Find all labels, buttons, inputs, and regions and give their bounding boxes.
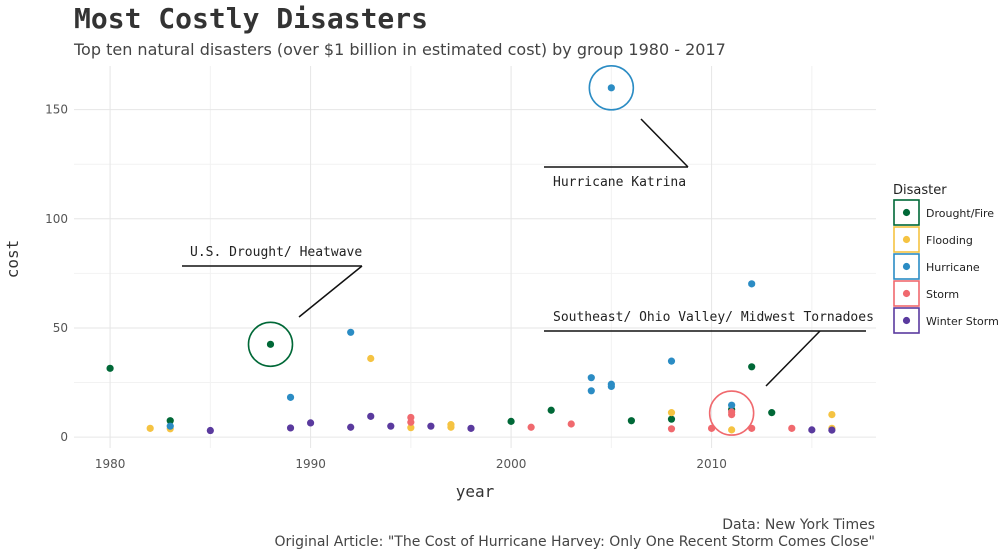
data-point xyxy=(607,382,615,391)
data-point xyxy=(387,422,395,430)
legend-key-dot xyxy=(902,289,911,298)
data-point xyxy=(748,280,756,288)
data-point xyxy=(728,401,736,409)
legend-label: Hurricane xyxy=(926,261,980,274)
x-tick-label: 1980 xyxy=(95,457,126,471)
data-point xyxy=(587,387,595,395)
annotation-leader-line xyxy=(765,330,821,387)
x-tick-label: 2000 xyxy=(496,457,527,471)
x-axis-title: year xyxy=(456,482,495,501)
data-point xyxy=(828,426,836,434)
data-point xyxy=(728,408,736,416)
y-tick-label: 100 xyxy=(45,212,68,226)
data-point xyxy=(667,425,676,433)
data-point xyxy=(748,363,756,371)
data-point xyxy=(507,417,515,425)
y-axis-title: cost xyxy=(3,240,22,279)
data-point xyxy=(808,426,816,434)
data-point xyxy=(667,409,676,417)
data-point xyxy=(607,84,615,92)
annotation-highlight-circle xyxy=(708,390,755,436)
legend-label: Flooding xyxy=(926,234,973,247)
data-point xyxy=(146,424,154,432)
data-points xyxy=(106,84,836,435)
x-tick-label: 1990 xyxy=(295,457,326,471)
data-point xyxy=(347,328,355,336)
data-point xyxy=(728,426,736,434)
data-point xyxy=(447,421,455,429)
legend-label: Drought/Fire xyxy=(926,207,994,220)
legend-key-dot xyxy=(902,235,911,244)
data-point xyxy=(707,424,716,432)
annotations: Hurricane Katrina U.S. Drought/ Heatwave S… xyxy=(182,65,874,436)
grid-lines xyxy=(74,66,876,448)
data-point xyxy=(427,422,435,430)
data-point xyxy=(106,364,114,372)
chart-title: Most Costly Disasters xyxy=(74,2,429,35)
annotation-label: Hurricane Katrina xyxy=(553,175,686,190)
annotation-label: U.S. Drought/ Heatwave xyxy=(190,245,362,260)
legend-label: Storm xyxy=(926,288,959,301)
data-point xyxy=(407,424,415,432)
annotation-leader-line xyxy=(640,118,689,168)
data-point xyxy=(306,419,315,427)
y-tick-label: 150 xyxy=(45,103,68,117)
legend: Disaster Drought/Fire Flooding Hurricane Sto… xyxy=(893,183,999,334)
legend-key-dot xyxy=(902,262,911,271)
data-point xyxy=(627,417,635,425)
data-point xyxy=(667,357,676,365)
caption-source: Data: New York Times xyxy=(722,517,875,533)
legend-key-dot xyxy=(902,316,911,325)
legend-title: Disaster xyxy=(893,183,947,198)
y-tick-label: 50 xyxy=(53,321,68,335)
data-point xyxy=(286,424,295,432)
y-tick-label: 0 xyxy=(60,430,68,444)
data-point xyxy=(667,415,676,423)
data-point xyxy=(347,423,355,431)
data-point xyxy=(407,418,415,426)
data-point xyxy=(266,340,275,348)
legend-key-dot xyxy=(902,208,911,217)
annotation-highlight-circle xyxy=(247,321,294,368)
axis-ticks: 1980 1990 2000 2010 0 50 100 150 xyxy=(45,103,727,471)
chart-subtitle: Top ten natural disasters (over $1 billi… xyxy=(74,40,726,59)
data-point xyxy=(768,409,776,417)
data-point xyxy=(547,406,555,414)
x-tick-label: 2010 xyxy=(696,457,727,471)
caption-article: Original Article: "The Cost of Hurricane… xyxy=(274,534,875,550)
data-point xyxy=(567,420,575,428)
data-point xyxy=(166,417,174,425)
data-point xyxy=(286,393,295,401)
legend-label: Winter Storm xyxy=(926,315,999,328)
annotation-leader-line xyxy=(298,265,363,318)
data-point xyxy=(527,423,535,431)
data-point xyxy=(788,424,796,432)
annotation-label: Southeast/ Ohio Valley/ Midwest Tornadoe… xyxy=(553,310,874,325)
annotation-highlight-circle xyxy=(588,65,635,111)
data-point xyxy=(206,426,214,435)
data-point xyxy=(367,354,375,363)
data-point xyxy=(748,424,756,432)
data-point xyxy=(367,412,375,420)
data-point xyxy=(828,411,836,419)
data-point xyxy=(166,422,174,430)
data-point xyxy=(467,424,475,432)
data-point xyxy=(587,374,595,382)
